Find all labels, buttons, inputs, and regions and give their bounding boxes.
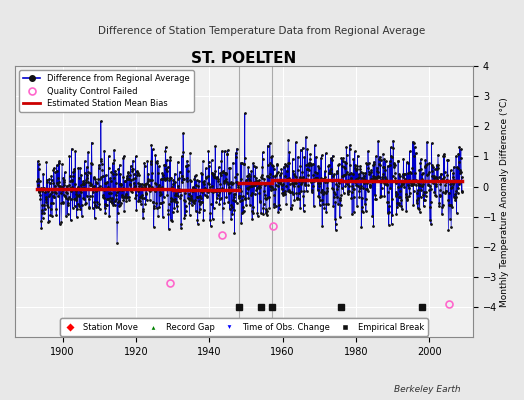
Text: Difference of Station Temperature Data from Regional Average: Difference of Station Temperature Data f… xyxy=(99,26,425,36)
Legend: Station Move, Record Gap, Time of Obs. Change, Empirical Break: Station Move, Record Gap, Time of Obs. C… xyxy=(60,318,428,336)
Title: ST. POELTEN: ST. POELTEN xyxy=(191,51,297,66)
Y-axis label: Monthly Temperature Anomaly Difference (°C): Monthly Temperature Anomaly Difference (… xyxy=(500,97,509,306)
Text: Berkeley Earth: Berkeley Earth xyxy=(395,385,461,394)
